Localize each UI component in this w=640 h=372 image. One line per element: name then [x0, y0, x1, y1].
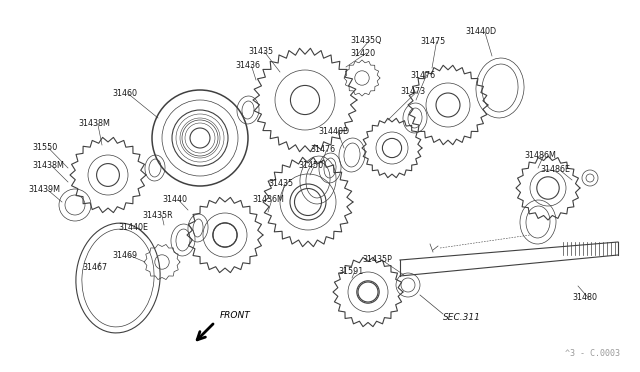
Text: SEC.311: SEC.311	[443, 314, 481, 323]
Text: 31435: 31435	[268, 180, 293, 189]
Text: 31440D: 31440D	[465, 28, 496, 36]
Text: 31435R: 31435R	[142, 211, 173, 219]
Text: 31467: 31467	[82, 263, 107, 273]
Text: 31591: 31591	[338, 267, 364, 276]
Text: 31420: 31420	[350, 48, 375, 58]
Text: 31435P: 31435P	[362, 256, 392, 264]
Text: 31439M: 31439M	[28, 186, 60, 195]
Text: 31480: 31480	[572, 294, 597, 302]
Text: 31436: 31436	[235, 61, 260, 71]
Text: 31486E: 31486E	[540, 166, 570, 174]
Text: 31460: 31460	[112, 90, 137, 99]
Text: 31440D: 31440D	[318, 128, 349, 137]
Text: 31486M: 31486M	[524, 151, 556, 160]
Text: 31435: 31435	[248, 48, 273, 57]
Text: 31450: 31450	[298, 160, 323, 170]
Text: 31436M: 31436M	[252, 196, 284, 205]
Text: 31476: 31476	[310, 145, 335, 154]
Text: FRONT: FRONT	[220, 311, 251, 320]
Text: 31438M: 31438M	[78, 119, 110, 128]
Text: 31473: 31473	[400, 87, 425, 96]
Text: 31435Q: 31435Q	[350, 35, 381, 45]
Text: 31550: 31550	[32, 144, 57, 153]
Text: 31440E: 31440E	[118, 224, 148, 232]
Text: 31469: 31469	[112, 250, 137, 260]
Text: 31438M: 31438M	[32, 161, 64, 170]
Text: 31440: 31440	[162, 196, 187, 205]
Text: 31476: 31476	[410, 71, 435, 80]
Text: ^3 - C.0003: ^3 - C.0003	[565, 349, 620, 358]
Text: 31475: 31475	[420, 38, 445, 46]
